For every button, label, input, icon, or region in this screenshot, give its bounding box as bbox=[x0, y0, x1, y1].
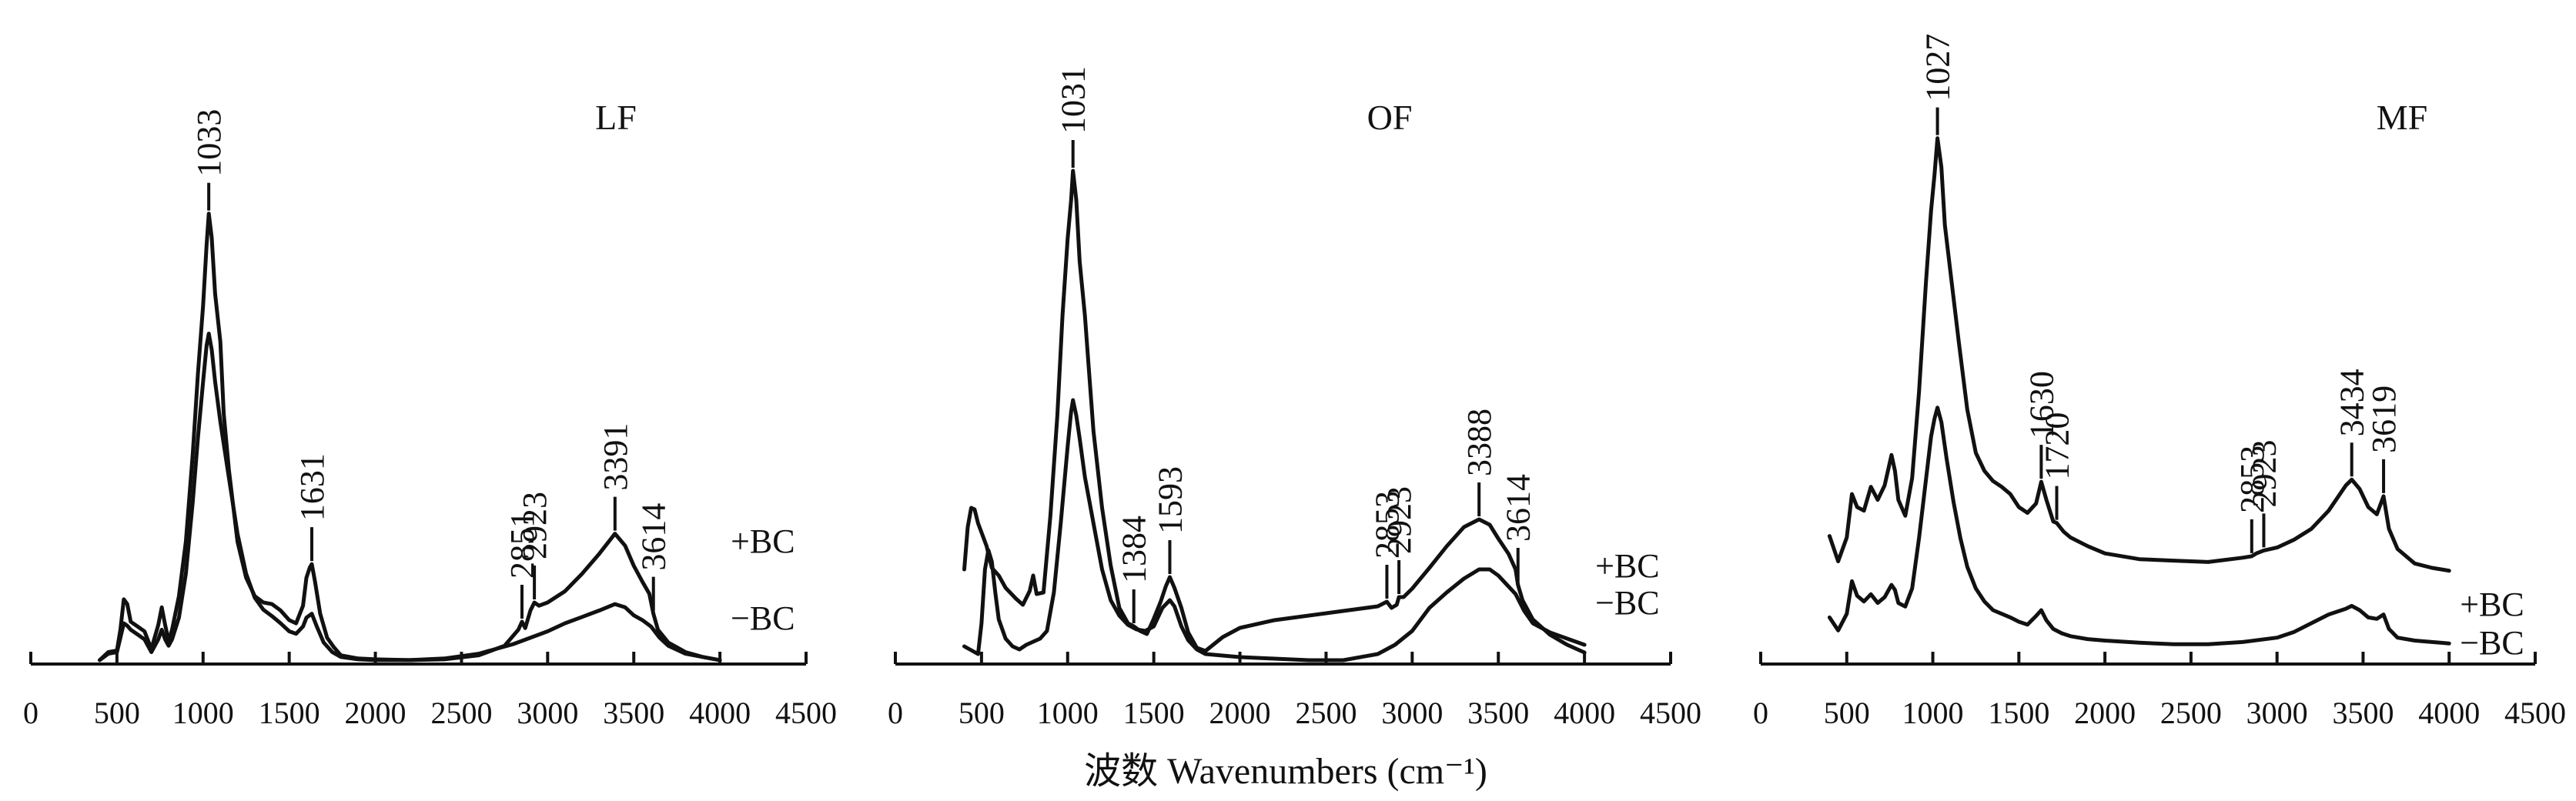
x-tick-label: 2000 bbox=[345, 696, 406, 730]
peak-label: 3619 bbox=[2365, 385, 2403, 453]
series-label: −BC bbox=[1595, 584, 1660, 622]
x-tick-label: 2500 bbox=[2160, 696, 2222, 730]
peak-label: 1031 bbox=[1055, 66, 1092, 134]
x-tick-label: 4500 bbox=[775, 696, 837, 730]
peak-label: 1720 bbox=[2038, 412, 2076, 480]
peak-label: 2923 bbox=[1380, 486, 1418, 554]
x-axis-label: 波数 Wavenumbers (cm⁻¹) bbox=[1084, 751, 1487, 792]
panel-lf: 0 500 1000 1500 2000 2500 3000 3500 4000 4500 +BC −… bbox=[23, 98, 837, 730]
x-tick-label: 2500 bbox=[430, 696, 492, 730]
panel-title: OF bbox=[1367, 98, 1413, 137]
peak-label: 2853 bbox=[1368, 491, 1406, 559]
x-tick-label: 0 bbox=[1753, 696, 1768, 730]
peak-label: 1593 bbox=[1152, 466, 1189, 534]
panel-mf: 0 500 1000 1500 2000 2500 3000 3500 4000 4500 +BC−… bbox=[1753, 34, 2566, 730]
x-tick-label: 4000 bbox=[2418, 696, 2480, 730]
x-tick-label: 4000 bbox=[1554, 696, 1615, 730]
peak-label: 3614 bbox=[635, 503, 673, 571]
x-tick-label: 4500 bbox=[2504, 696, 2566, 730]
x-tick-label: 3000 bbox=[517, 696, 578, 730]
series-line-plus-bc bbox=[98, 212, 722, 662]
panels: 0 500 1000 1500 2000 2500 3000 3500 4000 4500+BC−… bbox=[23, 34, 2566, 730]
series-line-plus-bc bbox=[1827, 136, 2451, 573]
x-tick-label: 4000 bbox=[689, 696, 751, 730]
x-tick-label: 1000 bbox=[1902, 696, 1964, 730]
x-tick-label: 1500 bbox=[259, 696, 320, 730]
x-tick-label: 500 bbox=[958, 696, 1005, 730]
peak-label: 2923 bbox=[516, 492, 554, 559]
peak-label: 1630 bbox=[2022, 371, 2060, 439]
series-label: +BC bbox=[2460, 586, 2524, 623]
peak-label: 3391 bbox=[597, 423, 634, 491]
x-tick-label: 3500 bbox=[1467, 696, 1529, 730]
x-tick-label: 500 bbox=[94, 696, 140, 730]
x-tick-label: 3500 bbox=[603, 696, 664, 730]
peak-label: 3614 bbox=[1500, 474, 1537, 542]
series-label: −BC bbox=[731, 599, 795, 637]
x-tick-label: 3000 bbox=[2246, 696, 2308, 730]
x-tick-label: 4500 bbox=[1640, 696, 1701, 730]
panel-title: LF bbox=[595, 98, 637, 137]
x-tick-label: 1500 bbox=[1123, 696, 1185, 730]
peak-label: 1384 bbox=[1116, 516, 1153, 583]
peak-label: 1027 bbox=[1919, 34, 1957, 102]
series-line-plus-bc bbox=[962, 169, 1587, 655]
x-tick-label: 500 bbox=[1824, 696, 1870, 730]
x-tick-label: 1000 bbox=[172, 696, 234, 730]
panel-of: 0 500 1000 1500 2000 2500 3000 3500 4000 4500 +BC−… bbox=[888, 66, 1701, 730]
x-tick-label: 3000 bbox=[1381, 696, 1443, 730]
x-tick-label: 3500 bbox=[2332, 696, 2394, 730]
peak-label: 1033 bbox=[190, 109, 228, 177]
series-line-minus-bc bbox=[962, 398, 1587, 662]
x-tick-label: 2500 bbox=[1295, 696, 1357, 730]
peak-label: 1631 bbox=[293, 453, 331, 521]
series-line-minus-bc bbox=[1827, 406, 2451, 646]
x-tick-label: 1000 bbox=[1037, 696, 1099, 730]
peak-label: 3434 bbox=[2333, 369, 2371, 436]
series-line-minus-bc bbox=[98, 332, 722, 662]
x-tick-label: 1500 bbox=[1988, 696, 2049, 730]
x-tick-label: 0 bbox=[888, 696, 903, 730]
x-tick-label: 2000 bbox=[2074, 696, 2136, 730]
peak-label: 3388 bbox=[1460, 409, 1498, 476]
peak-label: 2853 bbox=[2233, 446, 2271, 513]
panel-title: MF bbox=[2377, 98, 2427, 137]
x-tick-label: 2000 bbox=[1209, 696, 1271, 730]
series-label: +BC bbox=[1595, 547, 1660, 585]
series-label: +BC bbox=[731, 522, 795, 560]
peak-label: 2923 bbox=[2246, 439, 2283, 507]
series-label: −BC bbox=[2460, 624, 2524, 662]
x-tick-label: 0 bbox=[23, 696, 38, 730]
